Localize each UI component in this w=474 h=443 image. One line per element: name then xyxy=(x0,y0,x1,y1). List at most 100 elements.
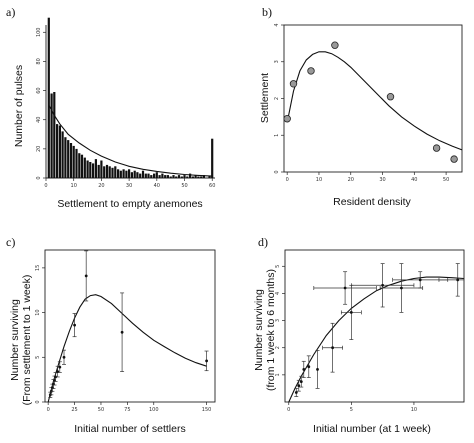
panel-a-bar xyxy=(117,169,120,178)
panel-a-bar xyxy=(208,176,211,178)
panel-d: d) Number surviving (from 1 week to 6 mo… xyxy=(253,235,465,435)
panel-b-ylabel: Settlement xyxy=(259,73,271,123)
panel-c: c) Number surviving (From settlement to … xyxy=(6,235,216,435)
panel-a-bar xyxy=(130,172,133,178)
panel-c-point xyxy=(58,365,62,369)
panel-a-bar xyxy=(194,175,197,178)
panel-d-point xyxy=(349,311,353,314)
panel-c-fit-curve xyxy=(47,294,207,403)
panel-a-bar xyxy=(153,173,156,178)
panel-c-point xyxy=(84,274,88,278)
panel-d-y-tick-label: 4 xyxy=(275,292,281,295)
panel-b-y-tick-label: 1 xyxy=(274,134,280,137)
panel-a-bar xyxy=(78,153,81,178)
panel-a-x-tick-label: 0 xyxy=(44,183,47,189)
panel-b-x-tick-label: 40 xyxy=(411,177,417,183)
panel-a-y-tick-label: 0 xyxy=(36,176,42,179)
panel-a-bar xyxy=(53,92,56,178)
panel-a-label: a) xyxy=(6,5,15,19)
panel-a-bar xyxy=(119,170,122,178)
panel-c-ylabel-1: Number surviving xyxy=(9,299,21,381)
panel-d-y-tick-label: 5 xyxy=(275,265,281,268)
panel-c-point xyxy=(120,330,124,334)
panel-b-fit-curve xyxy=(286,51,463,151)
panel-d-point xyxy=(307,365,311,369)
panel-a-bar xyxy=(83,157,86,178)
panel-a-bar xyxy=(72,145,75,178)
panel-c-x-tick-label: 100 xyxy=(149,407,159,413)
panel-b-x-tick-label: 50 xyxy=(443,177,449,183)
panel-d-point xyxy=(456,278,460,282)
panel-a-bar xyxy=(75,148,78,178)
panel-a-bar xyxy=(58,125,61,178)
panel-c-x-tick-label: 150 xyxy=(202,407,212,413)
panel-c-xlabel: Initial number of settlers xyxy=(74,423,185,435)
panel-a-bar xyxy=(161,173,164,178)
panel-a-bar xyxy=(56,124,59,178)
panel-d-point xyxy=(316,368,319,371)
panel-a-bar xyxy=(197,176,200,178)
panel-a-bar xyxy=(158,175,161,178)
panel-a-bar xyxy=(86,160,89,178)
panel-a: a) Number of pulses Settlement to empty … xyxy=(6,5,215,210)
panel-d-label: d) xyxy=(258,235,268,249)
panel-a-bar xyxy=(111,167,114,178)
panel-d-point xyxy=(299,380,303,383)
panel-a-bar xyxy=(147,173,150,178)
panel-b-xlabel: Resident density xyxy=(333,196,411,208)
panel-b-point xyxy=(283,114,291,123)
panel-c-y-tick-label: 0 xyxy=(35,400,41,403)
panel-a-bar xyxy=(169,176,172,178)
panel-c-ylabel-2: (From settlement to 1 week) xyxy=(21,275,33,406)
panel-a-bar xyxy=(180,176,183,178)
panel-a-ylabel: Number of pulses xyxy=(13,65,25,147)
panel-c-x-tick-label: 25 xyxy=(71,407,77,413)
panel-a-bar xyxy=(103,166,106,178)
panel-a-bar xyxy=(133,170,136,178)
panel-a-bar xyxy=(191,176,194,178)
panel-a-bar xyxy=(80,154,84,178)
panel-b-point xyxy=(386,92,395,101)
panel-a-x-tick-label: 60 xyxy=(209,183,215,189)
panel-c-label: c) xyxy=(6,235,15,249)
panel-b-x-tick-label: 0 xyxy=(286,177,289,183)
panel-a-bar xyxy=(64,137,67,178)
panel-d-y-tick-label: 2 xyxy=(275,346,281,349)
panel-d-y-tick-label: 3 xyxy=(275,319,281,322)
panel-b-y-tick-label: 3 xyxy=(274,60,280,63)
panel-a-xlabel: Settlement to empty anemones xyxy=(57,198,202,210)
panel-b-y-tick-label: 4 xyxy=(274,23,280,26)
panel-d-plot-frame xyxy=(284,249,465,403)
panel-a-bar xyxy=(92,163,95,178)
panel-a-bar xyxy=(50,93,53,178)
panel-a-x-tick-label: 30 xyxy=(126,183,132,189)
panel-a-x-tick-label: 50 xyxy=(181,183,187,189)
panel-a-bar xyxy=(172,175,175,178)
panel-a-bar xyxy=(166,175,169,178)
panel-a-bar xyxy=(200,176,203,178)
panel-d-point xyxy=(294,391,298,394)
panel-a-bar xyxy=(97,164,100,178)
panel-a-bar xyxy=(211,138,214,178)
panel-c-point xyxy=(205,359,209,363)
panel-d-ylabel-1: Number surviving xyxy=(253,289,265,371)
panel-b-point xyxy=(289,80,298,88)
panel-a-bar xyxy=(100,160,103,178)
panel-a-bar xyxy=(61,131,64,178)
panel-c-x-tick-label: 50 xyxy=(98,407,104,413)
panel-c-x-tick-label: 75 xyxy=(124,407,130,413)
panel-a-x-tick-label: 10 xyxy=(71,183,77,189)
panel-b-y-tick-label: 2 xyxy=(274,97,280,100)
panel-d-x-tick-label: 10 xyxy=(411,407,417,413)
panel-d-point xyxy=(343,286,347,290)
panel-d-fit-curve xyxy=(288,276,465,403)
panel-a-fit-curve xyxy=(48,104,213,177)
panel-a-bar xyxy=(105,164,109,178)
panel-c-point xyxy=(62,355,66,359)
panel-b-point xyxy=(450,155,458,163)
panel-a-bar xyxy=(139,173,142,178)
panel-a-y-tick-label: 80 xyxy=(36,58,42,64)
panel-b: b) Settlement Resident density 0 10 20 30 40… xyxy=(259,5,463,208)
panel-c-plot-frame xyxy=(44,249,216,403)
panel-d-point xyxy=(302,368,306,371)
